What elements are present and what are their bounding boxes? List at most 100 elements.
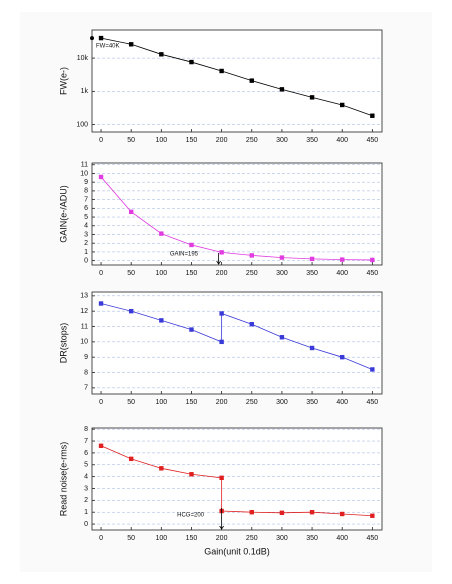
x-tick-label: 150 — [186, 399, 198, 406]
y-tick-label: 1k — [81, 88, 89, 95]
x-tick-label: 100 — [155, 399, 167, 406]
marker — [340, 511, 345, 517]
y-tick-label: 5 — [84, 214, 88, 221]
x-tick-label: 350 — [306, 399, 318, 406]
y-tick-label: 0 — [84, 521, 88, 528]
marker — [249, 322, 254, 327]
annotation: GAIN=195 — [170, 252, 199, 258]
marker — [98, 174, 104, 180]
series-line — [100, 37, 373, 117]
x-tick-label: 450 — [367, 137, 379, 144]
y-tick-label: 1 — [84, 249, 88, 256]
x-tick-label: 400 — [336, 270, 348, 277]
marker — [189, 472, 194, 477]
marker — [159, 231, 164, 236]
x-tick-label: 350 — [306, 270, 318, 277]
x-tick-label: 400 — [336, 535, 348, 542]
y-tick-label: 0 — [84, 257, 88, 264]
marker — [279, 87, 285, 92]
plot-area — [91, 162, 383, 266]
y-tick-label: 4 — [84, 223, 88, 230]
x-tick-label: 50 — [127, 399, 135, 406]
marker — [98, 35, 104, 41]
marker — [98, 443, 104, 448]
x-tick-label: 450 — [367, 535, 379, 542]
x-tick-label: 250 — [246, 535, 258, 542]
marker — [370, 513, 375, 518]
marker — [309, 345, 315, 351]
x-tick-label: 300 — [276, 535, 288, 542]
x-tick-label: 200 — [216, 270, 228, 277]
marker — [249, 510, 254, 515]
x-tick-label: 300 — [276, 399, 288, 406]
x-tick-label: 0 — [99, 399, 103, 406]
y-tick-label: 5 — [84, 462, 88, 469]
x-tick-label: 400 — [336, 137, 348, 144]
marker — [279, 510, 285, 516]
y-tick-label: 12 — [80, 308, 88, 315]
y-axis-label: DR(stops) — [58, 323, 68, 364]
marker — [159, 318, 164, 323]
series-line — [100, 176, 373, 261]
marker — [219, 311, 224, 316]
arrow-head — [219, 525, 224, 530]
marker — [370, 113, 375, 118]
x-tick-label: 100 — [155, 137, 167, 144]
y-axis-label: GAIN(e-/ADU) — [58, 185, 68, 243]
x-tick-label: 50 — [127, 270, 135, 277]
y-tick-label: 7 — [84, 385, 88, 392]
x-tick-label: 0 — [99, 535, 103, 542]
plot-area — [91, 291, 383, 395]
marker — [219, 475, 224, 481]
marker — [189, 59, 194, 65]
y-tick-label: 8 — [84, 369, 88, 376]
marker — [98, 301, 104, 306]
x-tick-label: 100 — [155, 270, 167, 277]
plot-area — [91, 29, 383, 133]
marker — [128, 456, 134, 462]
x-tick-label: 450 — [367, 399, 379, 406]
y-tick-label: 100 — [76, 121, 88, 128]
y-tick-label: 9 — [84, 354, 88, 361]
y-tick-label: 9 — [84, 179, 88, 186]
y-tick-label: 7 — [84, 438, 88, 445]
x-tick-label: 350 — [306, 535, 318, 542]
x-tick-label: 150 — [186, 535, 198, 542]
x-tick-label: 200 — [216, 137, 228, 144]
marker — [340, 257, 345, 262]
marker — [370, 257, 375, 263]
marker — [219, 339, 224, 345]
plot-area — [91, 427, 383, 531]
marker — [159, 52, 164, 57]
marker — [340, 354, 345, 360]
marker — [309, 510, 315, 515]
y-tick-label: 10 — [80, 170, 88, 177]
x-axis-label: Gain(unit 0.1dB) — [204, 546, 270, 556]
marker — [370, 367, 375, 372]
x-tick-label: 300 — [276, 270, 288, 277]
arrow-head — [216, 260, 221, 265]
y-tick-label: 6 — [84, 450, 88, 457]
x-tick-label: 450 — [367, 270, 379, 277]
x-tick-label: 0 — [99, 137, 103, 144]
y-tick-label: 2 — [84, 240, 88, 247]
annotation-dot — [90, 36, 94, 41]
x-tick-label: 250 — [246, 270, 258, 277]
x-tick-label: 200 — [216, 399, 228, 406]
y-axis-label: Read noise(e-rms) — [58, 442, 68, 517]
marker — [279, 335, 285, 340]
x-tick-label: 300 — [276, 137, 288, 144]
x-tick-label: 50 — [127, 535, 135, 542]
marker — [219, 250, 224, 255]
annotation: HCG=200 — [177, 513, 205, 519]
annotation: FW=40K — [96, 44, 120, 50]
marker — [189, 242, 194, 248]
marker — [340, 102, 345, 108]
x-tick-label: 100 — [155, 535, 167, 542]
y-tick-label: 8 — [84, 188, 88, 195]
marker — [159, 466, 164, 471]
marker — [309, 95, 315, 100]
y-tick-label: 1 — [84, 509, 88, 516]
